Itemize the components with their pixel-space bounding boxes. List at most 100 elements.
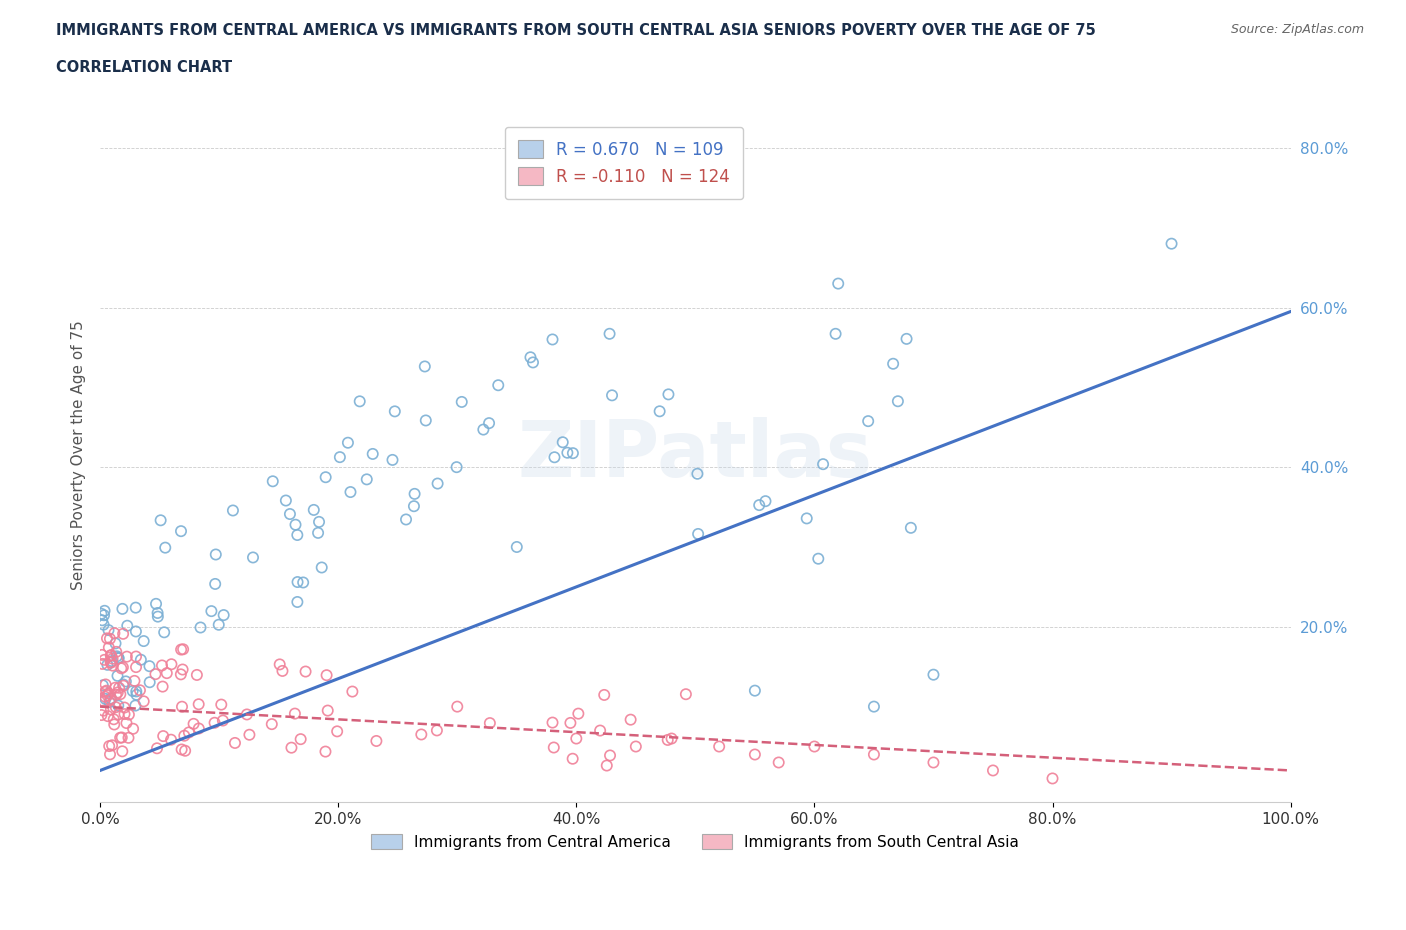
Point	[349, 394, 371, 409]
Point	[132, 694, 155, 709]
Point	[565, 731, 588, 746]
Point	[98, 747, 121, 762]
Point	[97, 709, 120, 724]
Point	[589, 724, 612, 738]
Point	[600, 388, 623, 403]
Point	[91, 613, 114, 628]
Point	[111, 730, 134, 745]
Point	[115, 649, 138, 664]
Point	[107, 650, 129, 665]
Point	[204, 547, 226, 562]
Point	[190, 620, 212, 635]
Point	[657, 733, 679, 748]
Point	[342, 684, 364, 699]
Point	[94, 689, 117, 704]
Point	[187, 697, 209, 711]
Point	[103, 711, 125, 726]
Point	[170, 642, 193, 657]
Point	[125, 600, 148, 615]
Point	[212, 607, 235, 622]
Point	[170, 699, 193, 714]
Point	[541, 332, 564, 347]
Point	[561, 445, 583, 460]
Point	[129, 652, 152, 667]
Point	[541, 715, 564, 730]
Point	[395, 512, 418, 527]
Point	[146, 741, 169, 756]
Point	[132, 633, 155, 648]
Point	[204, 715, 226, 730]
Point	[284, 706, 307, 721]
Point	[108, 730, 131, 745]
Point	[278, 507, 301, 522]
Point	[744, 684, 766, 698]
Point	[856, 414, 879, 429]
Point	[922, 667, 945, 682]
Point	[93, 604, 115, 618]
Point	[688, 526, 710, 541]
Point	[97, 623, 120, 638]
Point	[105, 649, 128, 664]
Point	[125, 659, 148, 674]
Point	[593, 687, 616, 702]
Point	[172, 662, 194, 677]
Point	[478, 716, 501, 731]
Point	[882, 356, 904, 371]
Point	[709, 739, 731, 754]
Point	[661, 731, 683, 746]
Point	[111, 602, 134, 617]
Point	[125, 624, 148, 639]
Point	[339, 485, 361, 499]
Point	[657, 387, 679, 402]
Point	[811, 457, 834, 472]
Point	[149, 512, 172, 527]
Point	[807, 551, 830, 566]
Point	[262, 474, 284, 489]
Point	[100, 648, 122, 663]
Point	[222, 503, 245, 518]
Point	[522, 355, 544, 370]
Point	[561, 751, 583, 766]
Point	[174, 743, 197, 758]
Point	[93, 608, 115, 623]
Point	[557, 445, 579, 460]
Point	[170, 667, 193, 682]
Point	[110, 686, 132, 701]
Point	[118, 707, 141, 722]
Point	[1160, 236, 1182, 251]
Point	[486, 378, 509, 392]
Point	[98, 631, 121, 646]
Point	[922, 755, 945, 770]
Point	[145, 667, 167, 682]
Point	[446, 699, 468, 714]
Point	[361, 446, 384, 461]
Point	[101, 658, 124, 673]
Point	[599, 326, 621, 341]
Point	[100, 656, 122, 671]
Point	[160, 732, 183, 747]
Point	[121, 684, 143, 698]
Point	[426, 476, 449, 491]
Point	[104, 636, 127, 651]
Point	[287, 594, 309, 609]
Point	[274, 493, 297, 508]
Point	[402, 498, 425, 513]
Point	[302, 502, 325, 517]
Point	[93, 653, 115, 668]
Point	[94, 684, 117, 699]
Point	[117, 730, 139, 745]
Point	[675, 686, 697, 701]
Text: IMMIGRANTS FROM CENTRAL AMERICA VS IMMIGRANTS FROM SOUTH CENTRAL ASIA SENIORS PO: IMMIGRANTS FROM CENTRAL AMERICA VS IMMIG…	[56, 23, 1097, 38]
Point	[98, 695, 121, 710]
Point	[415, 413, 437, 428]
Point	[551, 435, 574, 450]
Point	[91, 647, 114, 662]
Point	[91, 657, 114, 671]
Point	[155, 540, 177, 555]
Point	[478, 416, 501, 431]
Point	[887, 393, 910, 408]
Point	[200, 604, 222, 618]
Point	[98, 738, 121, 753]
Point	[543, 740, 565, 755]
Point	[150, 658, 173, 673]
